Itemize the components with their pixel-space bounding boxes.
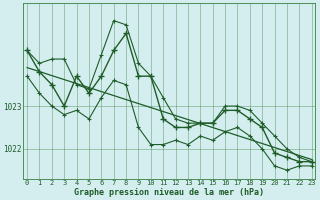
X-axis label: Graphe pression niveau de la mer (hPa): Graphe pression niveau de la mer (hPa) <box>74 188 264 197</box>
